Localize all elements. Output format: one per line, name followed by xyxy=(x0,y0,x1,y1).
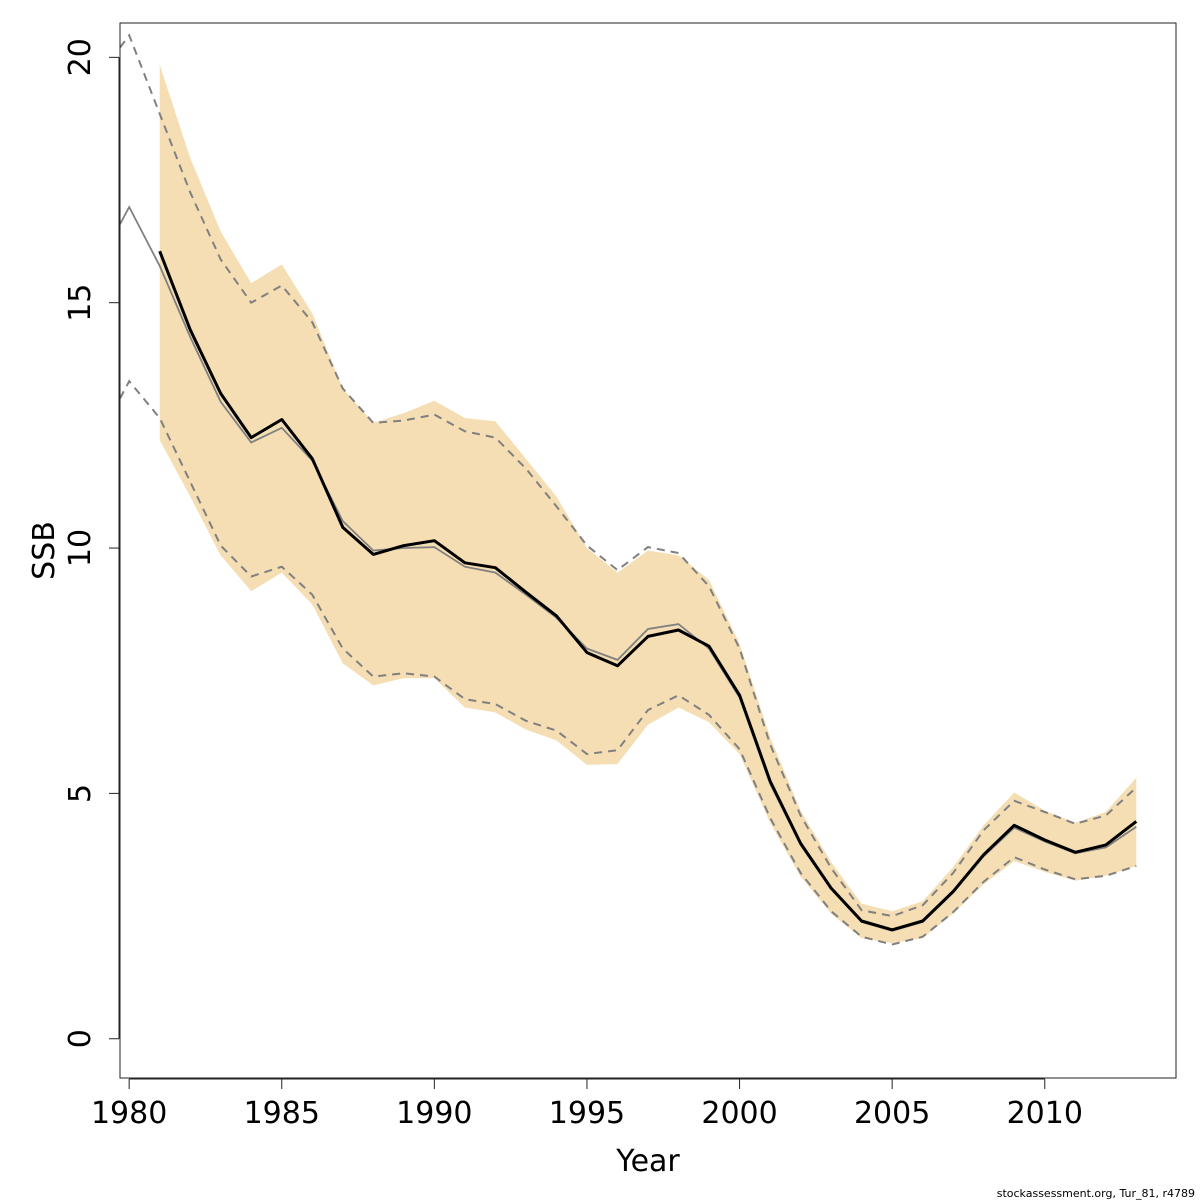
credit-text: stockassessment.org, Tur_81, r4789 xyxy=(997,1187,1195,1200)
current-estimate-line xyxy=(158,250,1138,932)
confidence-band-layer xyxy=(159,64,1137,944)
x-axis-title: Year xyxy=(615,1144,680,1179)
series-line-layer xyxy=(119,33,1138,946)
y-tick-label: 0 xyxy=(63,1029,98,1048)
previous-upper-line xyxy=(119,33,1137,918)
axis-layer: 1980 1985 1990 1995 2000 2005 2010 0 5 10 15 20 xyxy=(63,38,1083,1131)
x-tick-label: 2010 xyxy=(1007,1096,1083,1131)
previous-lower-line xyxy=(119,379,1137,946)
confidence-band xyxy=(159,64,1137,944)
y-axis-title: SSB xyxy=(27,521,62,580)
y-tick-label: 5 xyxy=(63,784,98,803)
y-tick-label: 10 xyxy=(63,529,98,567)
y-tick-label: 20 xyxy=(63,38,98,76)
x-tick-label: 1980 xyxy=(91,1096,167,1131)
x-tick-label: 2005 xyxy=(854,1096,930,1131)
x-tick-label: 2000 xyxy=(701,1096,777,1131)
x-tick-label: 1985 xyxy=(244,1096,320,1131)
x-tick-label: 1990 xyxy=(396,1096,472,1131)
x-tick-label: 1995 xyxy=(549,1096,625,1131)
plot-frame xyxy=(119,22,1177,1079)
y-tick-label: 15 xyxy=(63,284,98,322)
